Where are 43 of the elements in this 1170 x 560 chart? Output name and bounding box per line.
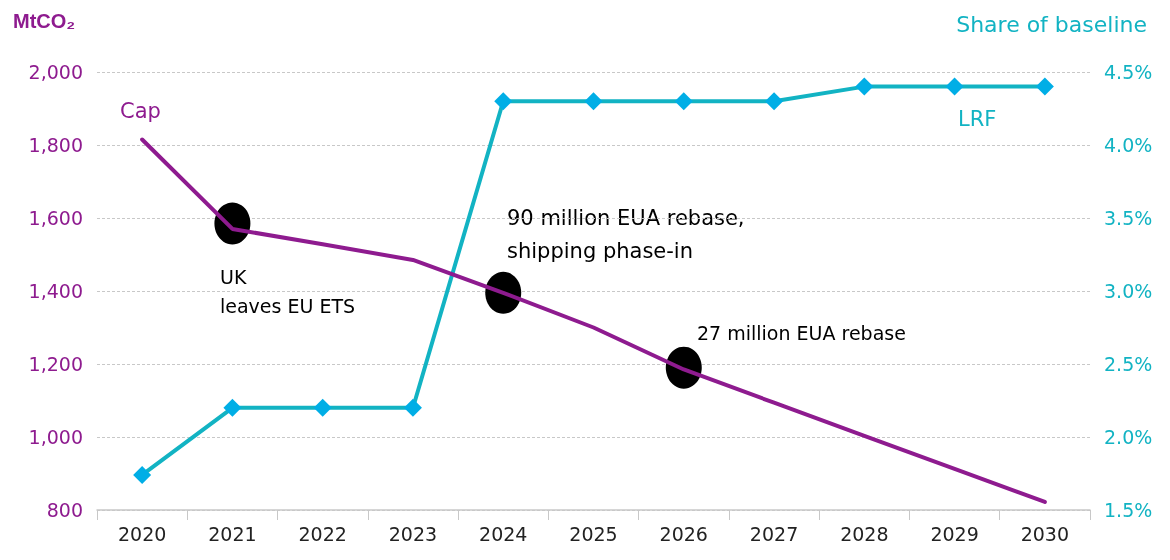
series-label: LRF: [958, 106, 997, 131]
point: [313, 398, 332, 417]
y2-tick-label: 4.0%: [1104, 134, 1153, 156]
y-tick-label: 1,800: [28, 134, 83, 156]
x-tick-label: 2028: [840, 522, 889, 545]
point: [674, 92, 693, 111]
point: [855, 77, 874, 96]
annotation: 27 million EUA rebase: [697, 321, 906, 344]
point: [133, 465, 152, 484]
x-tick-label: 2021: [208, 522, 257, 545]
y2-tick-label: 4.5%: [1104, 61, 1153, 83]
y2-tick-label: 2.0%: [1104, 426, 1153, 448]
x-tick-label: 2030: [1020, 522, 1070, 545]
series-label: Cap: [120, 98, 161, 123]
y2-tick-label: 1.5%: [1104, 499, 1153, 521]
point: [223, 398, 242, 417]
y-tick-label: 2,000: [28, 61, 83, 83]
x-tick-label: 2024: [479, 522, 528, 545]
y-tick-label: 1,200: [28, 353, 83, 375]
x-tick-label: 2027: [749, 522, 799, 545]
x-tick-label: 2025: [569, 522, 618, 545]
annotation: UK leaves EU ETS: [220, 265, 356, 318]
y-axis-title: MtCO₂: [13, 10, 76, 32]
y2-tick-label: 2.5%: [1104, 353, 1153, 375]
x-tick-label: 2020: [117, 522, 167, 545]
y-tick-label: 800: [46, 499, 83, 521]
x-tick-label: 2026: [659, 522, 708, 545]
point: [765, 92, 784, 111]
y2-tick-label: 3.5%: [1104, 207, 1153, 229]
point: [494, 92, 513, 111]
point: [403, 398, 422, 417]
y-tick-label: 1,400: [28, 280, 83, 302]
point: [945, 77, 964, 96]
y2-tick-label: 3.0%: [1104, 280, 1153, 302]
y2-axis-title: Share of baseline: [956, 11, 1147, 37]
point: [1035, 77, 1054, 96]
x-tick-label: 2023: [388, 522, 438, 545]
x-tick-label: 2022: [298, 522, 347, 545]
x-tick-label: 2029: [930, 522, 979, 545]
y-tick-label: 1,600: [28, 207, 83, 229]
line-series: [140, 137, 1047, 504]
point: [584, 92, 603, 111]
y-tick-label: 1,000: [28, 426, 83, 448]
